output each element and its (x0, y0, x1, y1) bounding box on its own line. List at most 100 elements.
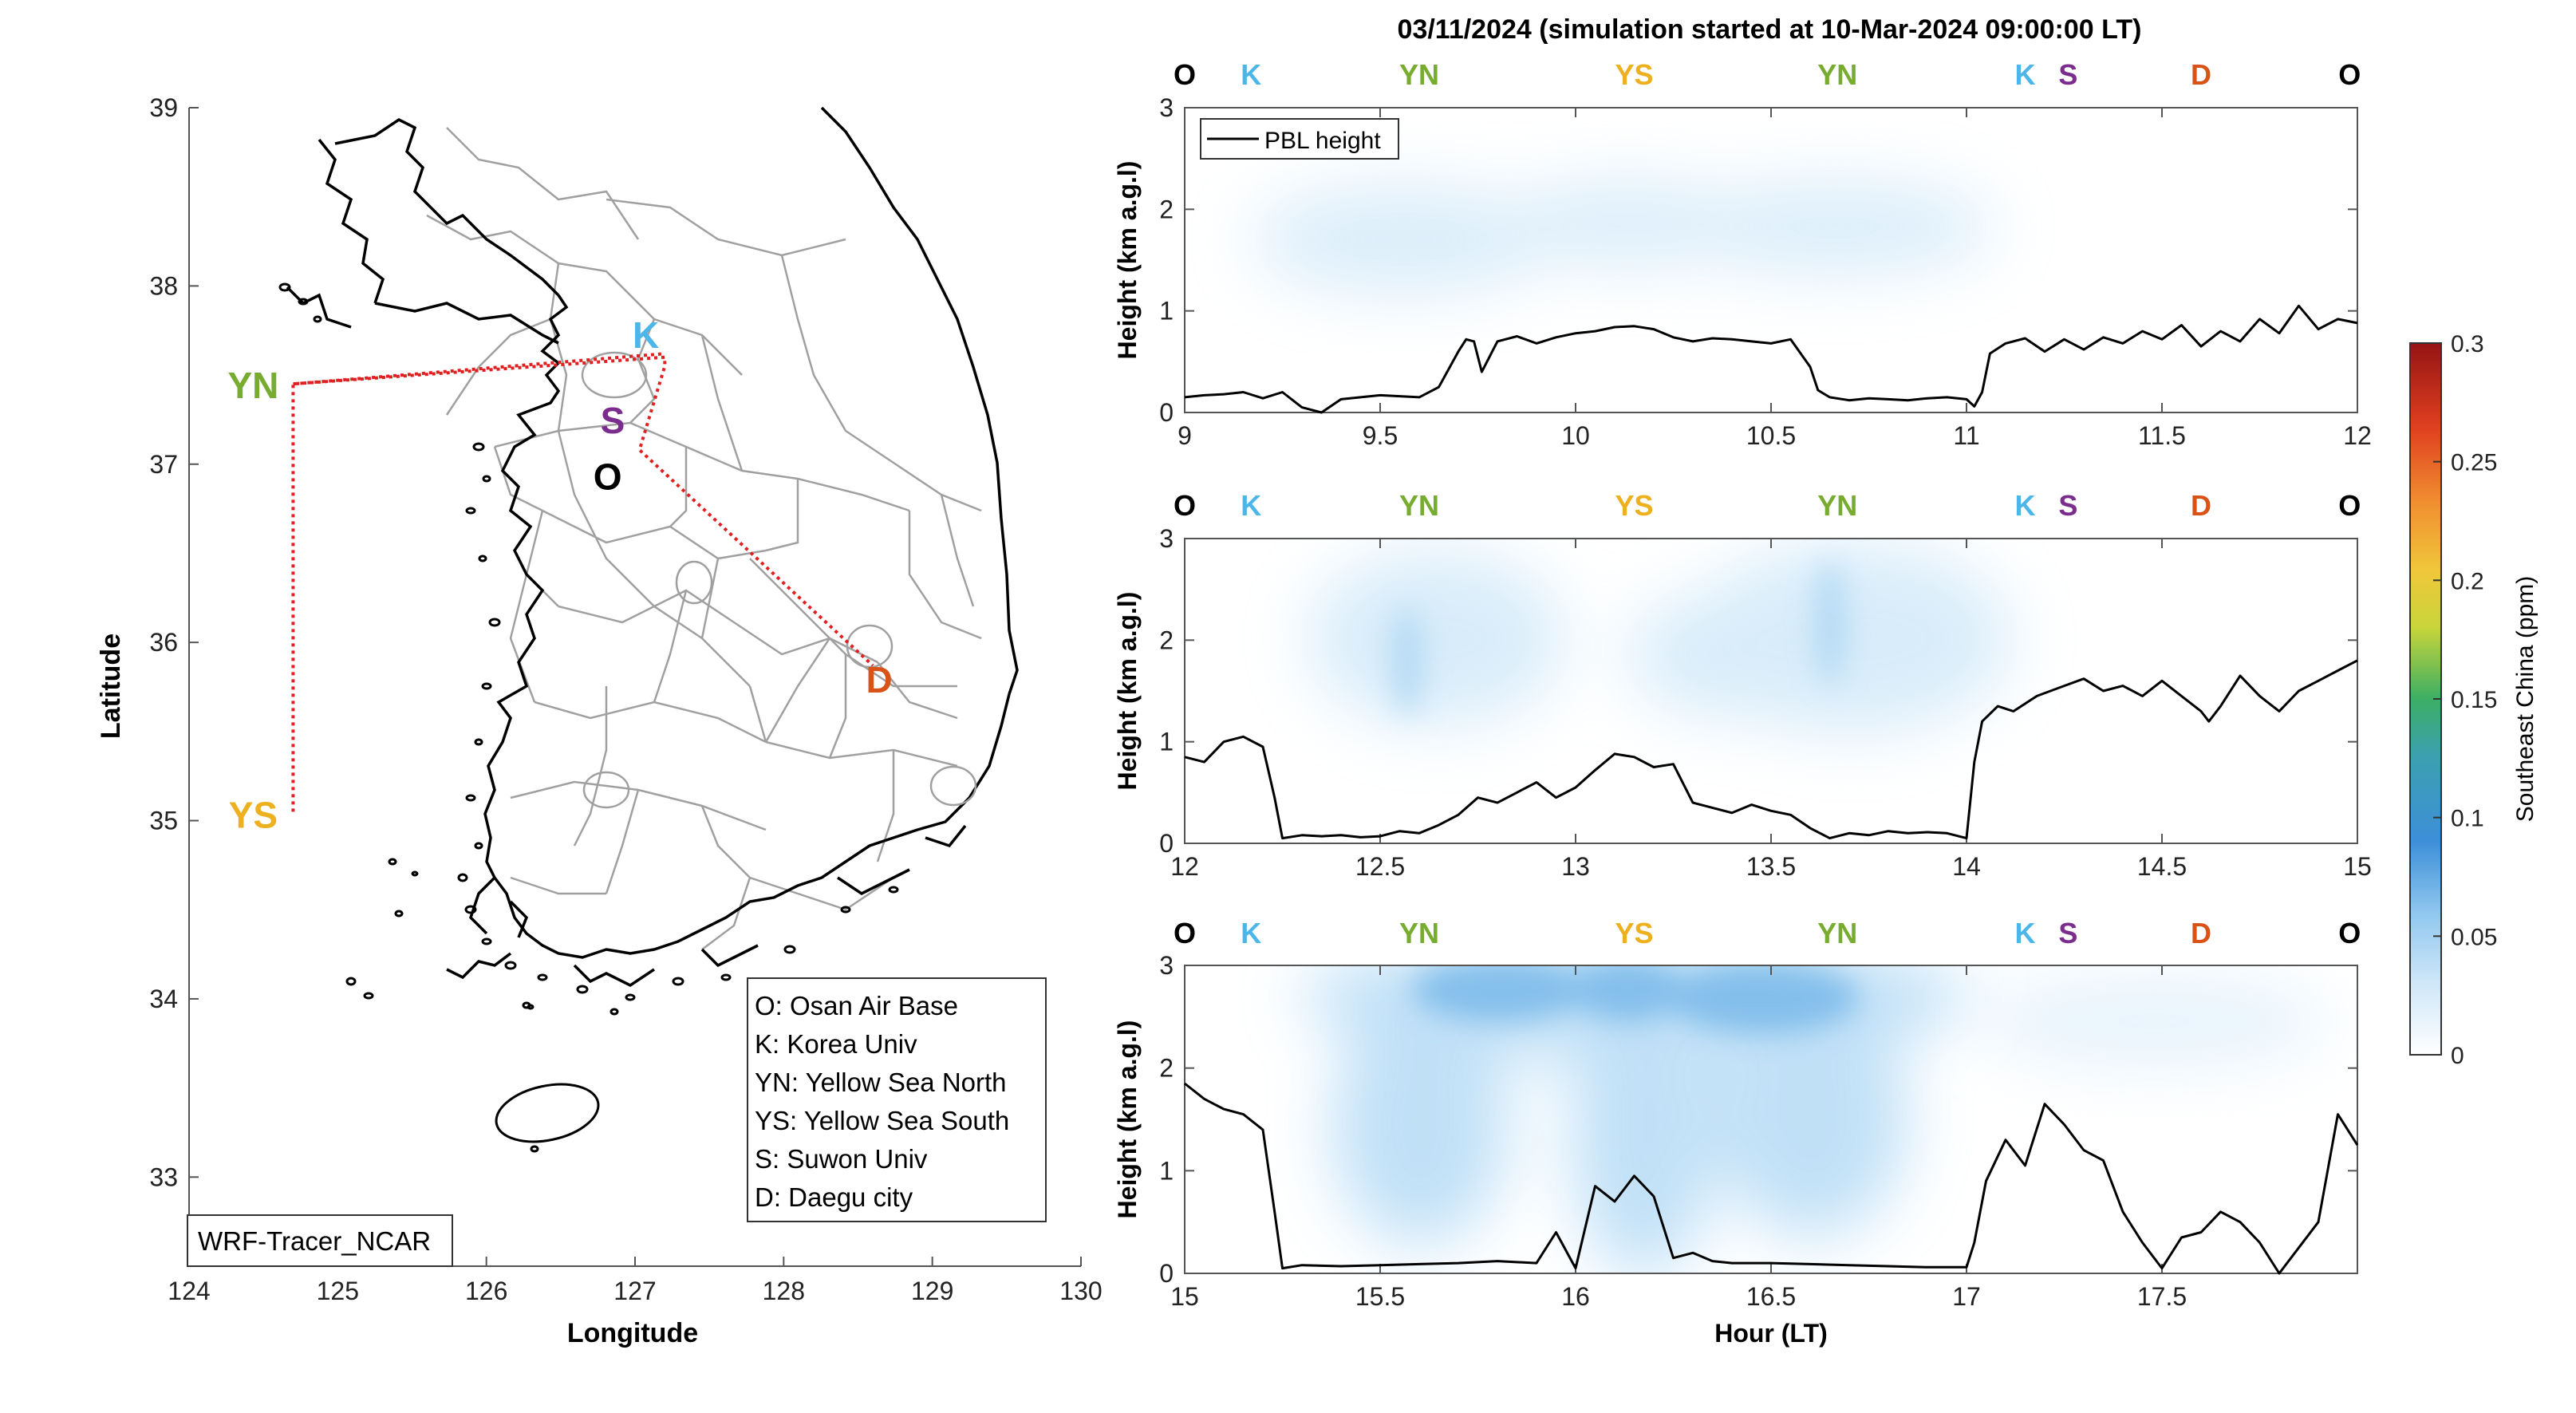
map-x-tick-label: 130 (1059, 1277, 1102, 1305)
map-y-tick-label: 34 (149, 985, 178, 1013)
x-tick-label: 11 (1953, 421, 1979, 450)
y-tick-label: 0 (1159, 829, 1174, 858)
x-tick-label: 15 (2343, 852, 2372, 881)
route-line (291, 355, 874, 812)
site-labels: YN YS K SO D (227, 314, 892, 835)
site-marker-o: O (1174, 58, 1196, 91)
pbl-height-line (1184, 659, 2358, 840)
site-label-o: O (594, 456, 622, 498)
map-x-tick-label: 125 (317, 1277, 359, 1305)
x-tick-label: 12 (1170, 852, 1199, 881)
colorbar-tick-label: 0.3 (2451, 331, 2484, 357)
y-tick-label: 1 (1159, 728, 1174, 756)
site-marker-k: K (2015, 489, 2036, 522)
map-x-tick-label: 128 (763, 1277, 805, 1305)
map-x-tick-label: 124 (168, 1277, 210, 1305)
y-axis-label: Height (km a.g.l) (1113, 1020, 1142, 1219)
site-marker-ys: YS (1615, 489, 1653, 522)
panel-bottom: 15 15.5 16 16.5 17 17.5 0 1 2 3 Height (km a.g.l) O… (1113, 917, 2361, 1311)
pbl-height-line (1184, 304, 2358, 414)
colorbar-tick-label: 0.1 (2451, 806, 2484, 832)
x-tick-label: 17.5 (2137, 1282, 2187, 1311)
y-tick-label: 2 (1159, 195, 1174, 223)
model-label-text: WRF-Tracer_NCAR (198, 1226, 431, 1256)
y-tick-label: 3 (1159, 93, 1174, 122)
coastline (286, 106, 1019, 988)
flight-route (291, 352, 874, 812)
colorbar: 0 0.05 0.1 0.15 0.2 0.25 0.3 Southeast China (… (2409, 331, 2539, 1069)
y-tick-label: 2 (1159, 626, 1174, 654)
figure-title: 03/11/2024 (simulation started at 10-Mar… (1398, 14, 2142, 45)
colorbar-tick-label: 0.25 (2451, 450, 2497, 476)
x-tick-label: 15 (1170, 1282, 1199, 1311)
y-tick-label: 3 (1159, 951, 1174, 980)
map-panel: 124 125 126 127 128 129 130 33 34 35 36 37 38 39 YN YS… (96, 93, 1103, 1348)
site-marker-yn: YN (1817, 917, 1857, 949)
site-marker-k: K (1241, 489, 1261, 522)
x-tick-label: 13 (1561, 852, 1590, 881)
map-x-tick-label: 126 (465, 1277, 507, 1305)
site-marker-o: O (1174, 489, 1196, 522)
map-x-tick-label: 129 (911, 1277, 953, 1305)
map-ylabel: Latitude (96, 633, 126, 739)
x-tick-label: 12.5 (1355, 852, 1405, 881)
colorbar-tick-label: 0.05 (2451, 924, 2497, 950)
map-y-tick-label: 36 (149, 628, 178, 657)
x-tick-label: 17 (1952, 1282, 1981, 1311)
site-label-s: S (601, 400, 625, 441)
tracer-shading-top (1252, 180, 1994, 295)
pbl-height-line (1184, 1082, 2359, 1275)
hour-xlabel: Hour (LT) (1714, 1319, 1828, 1348)
site-marker-s: S (2058, 58, 2077, 91)
legend-entry-yn: YN: Yellow Sea North (755, 1068, 1007, 1097)
colorbar-tick-label: 0.15 (2451, 687, 2497, 713)
site-marker-k: K (1241, 917, 1261, 949)
site-marker-ys: YS (1615, 58, 1653, 91)
site-marker-yn: YN (1817, 489, 1857, 522)
colorbar-tick-label: 0.2 (2451, 568, 2484, 594)
province-boundaries (426, 127, 982, 950)
x-tick-label: 11.5 (2138, 421, 2186, 450)
x-tick-label: 13.5 (1746, 852, 1796, 881)
site-marker-d: D (2191, 489, 2211, 522)
legend-entry-k: K: Korea Univ (755, 1029, 917, 1059)
site-marker-yn: YN (1399, 489, 1439, 522)
site-legend-box (747, 977, 1047, 1222)
site-legend: O: Osan Air Base K: Korea Univ YN: Yello… (747, 977, 1047, 1222)
x-tick-label: 12 (2343, 421, 2372, 450)
y-tick-label: 2 (1159, 1054, 1174, 1083)
map-y-tick-label: 35 (149, 807, 178, 835)
tracer-shading-middle (1308, 543, 2010, 734)
x-tick-label: 14.5 (2137, 852, 2187, 881)
legend-entry-ys: YS: Yellow Sea South (755, 1106, 1009, 1135)
site-label-ys: YS (229, 794, 278, 835)
x-tick-label: 9.5 (1363, 421, 1398, 450)
model-label-box (187, 1214, 453, 1267)
site-marker-k: K (2015, 58, 2036, 91)
site-label-k: K (633, 314, 659, 356)
y-tick-label: 1 (1159, 1156, 1174, 1185)
y-tick-label: 0 (1159, 398, 1174, 427)
site-marker-o: O (1174, 917, 1196, 949)
x-tick-label: 15.5 (1355, 1282, 1405, 1311)
legend-entry-d: D: Daegu city (755, 1182, 913, 1212)
y-axis-label: Height (km a.g.l) (1113, 161, 1142, 360)
route-line (293, 352, 665, 386)
site-marker-k: K (1241, 58, 1261, 91)
pbl-legend-label: PBL height (1264, 128, 1381, 154)
site-marker-yn: YN (1399, 917, 1439, 949)
colorbar-label: Southeast China (ppm) (2512, 576, 2539, 823)
site-marker-ys: YS (1615, 917, 1653, 949)
legend-entry-s: S: Suwon Univ (755, 1144, 928, 1174)
map-y-tick-label: 37 (149, 450, 178, 479)
pbl-legend: PBL height (1200, 118, 1399, 160)
site-marker-d: D (2191, 917, 2211, 949)
site-marker-d: D (2191, 58, 2211, 91)
city-outlines (581, 351, 977, 809)
map-y-tick-label: 39 (149, 93, 178, 122)
tracer-shading-bottom (1300, 965, 2329, 1273)
x-tick-label: 10.5 (1746, 421, 1796, 450)
site-marker-k: K (2015, 917, 2036, 949)
